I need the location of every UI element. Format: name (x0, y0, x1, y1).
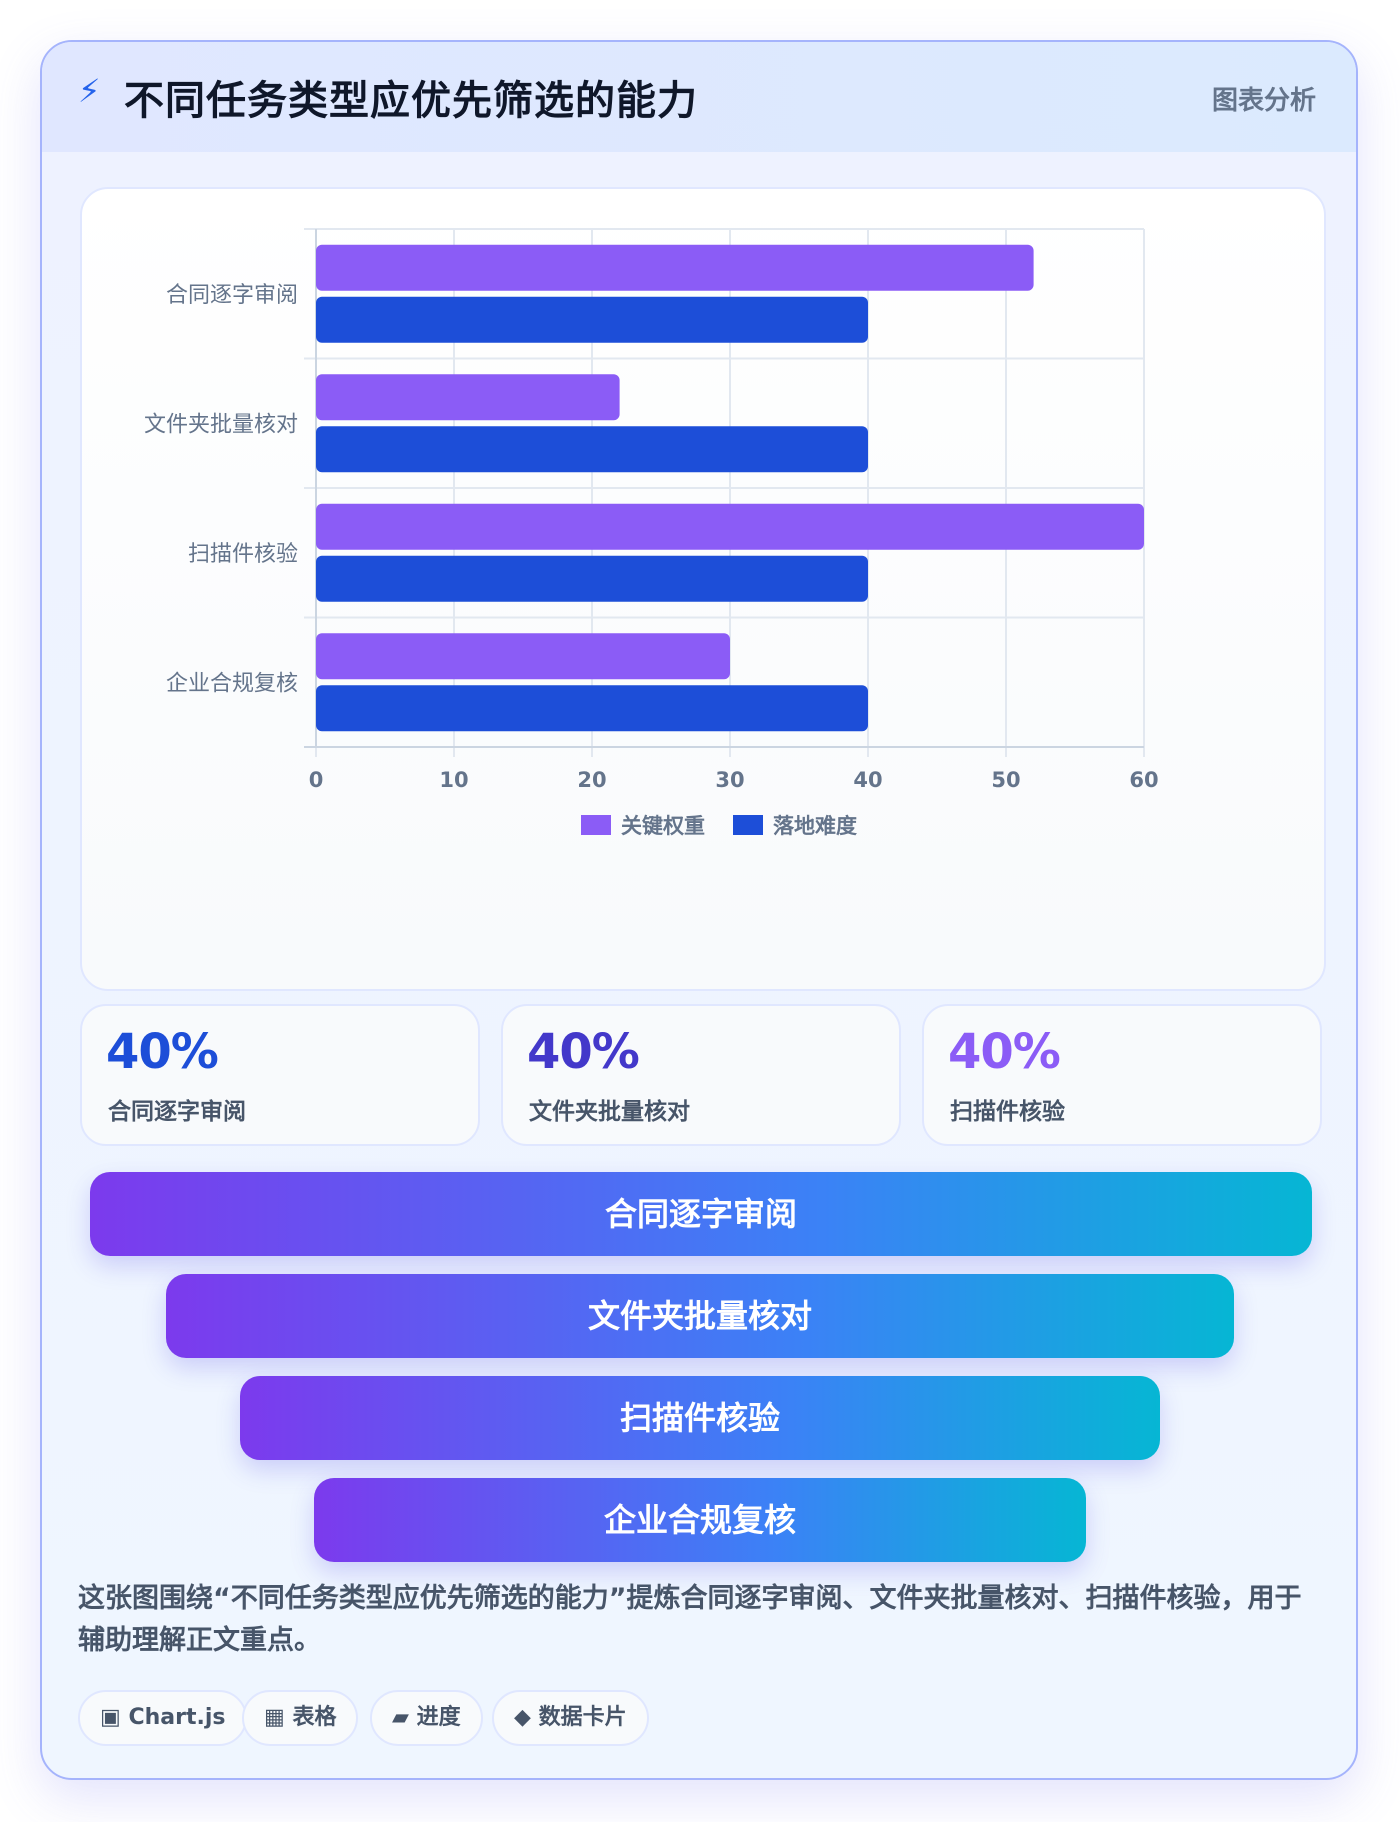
x-tick-label: 20 (577, 768, 606, 792)
x-tick-label: 60 (1129, 768, 1158, 792)
chip-label: 数据卡片 (538, 1705, 627, 1730)
diamond-icon: ◆ (514, 1705, 531, 1730)
x-tick-label: 30 (715, 768, 744, 792)
x-tick-label: 40 (853, 768, 882, 792)
funnel-stage-3: 扫描件核验 (240, 1376, 1160, 1460)
stat-card-3: 40% 扫描件核验 (922, 1004, 1322, 1146)
legend-swatch (581, 815, 611, 835)
chip-label: 表格 (292, 1705, 337, 1730)
stat-value: 40% (527, 1024, 640, 1080)
legend-label: 落地难度 (773, 814, 857, 838)
chart-panel: 合同逐字审阅文件夹批量核对扫描件核验企业合规复核 0 10 20 30 40 50 60 关键权… (80, 187, 1326, 991)
bar-difficulty (316, 296, 868, 343)
y-tick-label: 扫描件核验 (188, 542, 298, 567)
stat-label: 合同逐字审阅 (108, 1099, 246, 1125)
stat-value: 40% (948, 1024, 1061, 1080)
chip-data-card: ◆ 数据卡片 (492, 1690, 649, 1746)
table-icon: ▦ (264, 1705, 285, 1730)
chip-label: 进度 (416, 1705, 461, 1730)
progress-icon: ▰ (392, 1705, 409, 1730)
bolt-icon: ⚡ (78, 72, 101, 110)
y-tick-label: 文件夹批量核对 (144, 412, 298, 437)
legend-swatch (733, 815, 763, 835)
summary-text: 这张图围绕“不同任务类型应优先筛选的能力”提炼合同逐字审阅、文件夹批量核对、扫描… (78, 1583, 1302, 1656)
chart-icon: ▣ (100, 1705, 121, 1730)
stat-card-2: 40% 文件夹批量核对 (501, 1004, 901, 1146)
legend-label: 关键权重 (621, 814, 705, 838)
x-tick-label: 0 (309, 768, 324, 792)
y-tick-label: 合同逐字审阅 (166, 283, 298, 308)
funnel-stage-1: 合同逐字审阅 (90, 1172, 1312, 1256)
bar-weight (316, 503, 1144, 550)
chip-table: ▦ 表格 (242, 1690, 359, 1746)
chip-label: Chart.js (128, 1705, 226, 1730)
bar-weight (316, 374, 620, 421)
x-tick-label: 10 (439, 768, 468, 792)
bar-difficulty (316, 555, 868, 602)
card-header: ⚡ 不同任务类型应优先筛选的能力 图表分析 (42, 42, 1356, 152)
bar-difficulty (316, 685, 868, 732)
y-tick-label: 企业合规复核 (166, 671, 298, 696)
chip-progress: ▰ 进度 (370, 1690, 483, 1746)
chart-card: ⚡ 不同任务类型应优先筛选的能力 图表分析 合同逐字审阅 文件夹批量核对 扫描件核验… (40, 40, 1358, 1780)
page-title: 不同任务类型应优先筛选的能力 (124, 78, 698, 124)
bar-difficulty (316, 426, 868, 473)
stat-label: 扫描件核验 (950, 1099, 1065, 1125)
funnel-stage-2: 文件夹批量核对 (166, 1274, 1234, 1358)
stat-label: 文件夹批量核对 (529, 1099, 690, 1125)
stat-card-1: 40% 合同逐字审阅 (80, 1004, 480, 1146)
bar-weight (316, 244, 1034, 291)
funnel-stage-4: 企业合规复核 (314, 1478, 1086, 1562)
x-tick-label: 50 (991, 768, 1020, 792)
chip-chartjs: ▣ Chart.js (78, 1690, 248, 1746)
stat-value: 40% (106, 1024, 219, 1080)
bar-weight (316, 633, 730, 680)
header-tag: 图表分析 (1211, 86, 1316, 116)
